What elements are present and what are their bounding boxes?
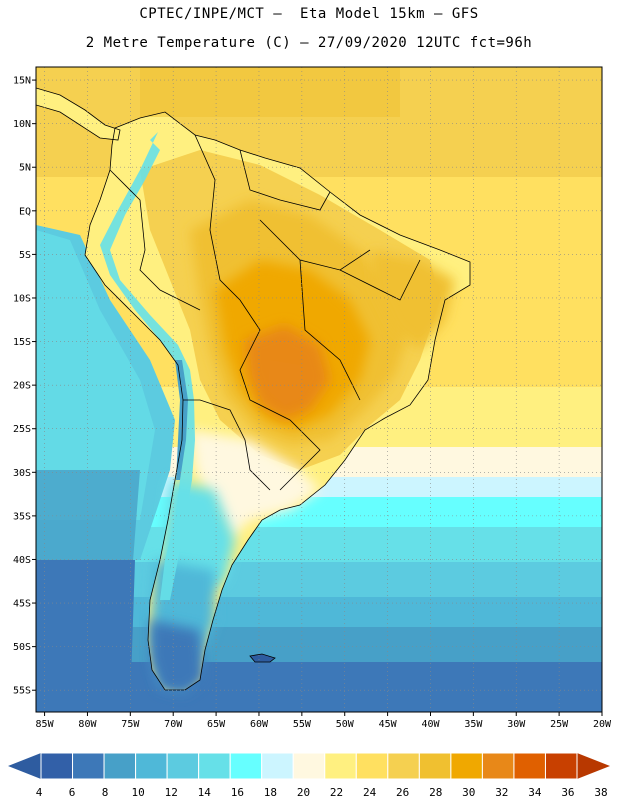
lat-tick-label: 15S xyxy=(13,337,31,348)
lon-tick-label: 35W xyxy=(464,719,483,730)
colorbar-label: 36 xyxy=(561,786,574,799)
lat-tick-label: 35S xyxy=(13,511,31,522)
title-line-1: CPTEC/INPE/MCT – Eta Model 15km – GFS xyxy=(139,6,479,22)
colorbar-box xyxy=(261,752,294,780)
colorbar-label: 8 xyxy=(102,786,109,799)
colorbar-box xyxy=(544,752,578,780)
lon-tick-label: 45W xyxy=(379,719,398,730)
colorbar-label: 32 xyxy=(495,786,508,799)
colorbar-box xyxy=(198,752,231,780)
lat-tick-label: 45S xyxy=(13,599,31,610)
colorbar-label: 6 xyxy=(69,786,76,799)
colorbar-box xyxy=(135,752,168,780)
lon-tick-label: 80W xyxy=(78,719,97,730)
colorbar-label: 4 xyxy=(36,786,43,799)
lon-tick-label: 85W xyxy=(36,719,55,730)
border-argentina-chile xyxy=(183,399,271,491)
lat-tick-label: 20S xyxy=(13,381,31,392)
lat-tick-label: EQ xyxy=(19,206,31,217)
caribbean-warm xyxy=(140,67,400,117)
pacific-southern-cold xyxy=(36,560,135,712)
lat-tick-label: 5S xyxy=(19,250,31,261)
colorbar-box xyxy=(513,752,546,780)
colorbar-box xyxy=(166,752,200,780)
lat-tick-label: 10S xyxy=(13,293,31,304)
longitude-axis: 85W 80W 75W 70W 65W 60W 55W 50W 45W 40W 35W 30W 25W 2… xyxy=(36,712,612,730)
border-brazil-states xyxy=(259,219,421,401)
colorbar: 4 6 8 10 12 14 16 18 20 22 24 26 28 30 32 34 36 38 xyxy=(8,752,610,799)
colorbar-box xyxy=(40,752,74,780)
colorbar-box xyxy=(72,752,105,780)
lat-tick-label: 5N xyxy=(19,163,31,174)
colorbar-box xyxy=(481,752,515,780)
coastline-south-america xyxy=(84,111,471,691)
lon-tick-label: 30W xyxy=(507,719,526,730)
land-falklands xyxy=(250,654,275,662)
pacific-cool-zone xyxy=(36,230,155,520)
title-line-2: 2 Metre Temperature (C) – 27/09/2020 12U… xyxy=(85,35,533,51)
coastline-falklands xyxy=(249,653,276,663)
coastlines-borders xyxy=(36,87,471,691)
colorbar-box xyxy=(418,752,452,780)
lon-tick-label: 25W xyxy=(550,719,569,730)
latitude-axis: 15N 10N 5N EQ 5S 10S 15S 20S 25S 30S 35S 40S 45S 50S 5… xyxy=(13,76,36,697)
colorbar-box xyxy=(103,752,137,780)
colorbar-label: 26 xyxy=(396,786,409,799)
colorbar-box xyxy=(229,752,263,780)
border-andean xyxy=(109,169,201,311)
lon-tick-label: 60W xyxy=(250,719,269,730)
colorbar-label: 28 xyxy=(429,786,442,799)
land-patagonia-6 xyxy=(150,620,205,695)
colorbar-label: 18 xyxy=(264,786,277,799)
colorbar-label: 22 xyxy=(330,786,343,799)
lon-tick-label: 70W xyxy=(164,719,183,730)
colorbar-label: 30 xyxy=(462,786,475,799)
colorbar-label: 16 xyxy=(231,786,244,799)
lat-tick-label: 30S xyxy=(13,468,31,479)
plot-frame xyxy=(35,66,603,713)
lon-tick-label: 55W xyxy=(293,719,312,730)
colorbar-box xyxy=(387,752,420,780)
lon-tick-label: 20W xyxy=(593,719,612,730)
lat-tick-label: 55S xyxy=(13,686,31,697)
colorbar-label: 12 xyxy=(165,786,178,799)
lon-tick-label: 50W xyxy=(336,719,355,730)
colorbar-label: 24 xyxy=(363,786,377,799)
colorbar-box xyxy=(355,752,389,780)
colorbar-label: 20 xyxy=(297,786,310,799)
colorbar-label: 10 xyxy=(132,786,145,799)
land-ne-brazil xyxy=(370,250,455,350)
colorbar-box xyxy=(450,752,483,780)
colorbar-under-arrow xyxy=(8,753,41,779)
colorbar-over-arrow xyxy=(577,753,610,779)
andes-high-core xyxy=(175,360,188,480)
temperature-field xyxy=(36,67,602,712)
lon-tick-label: 40W xyxy=(421,719,440,730)
coastline-central-america xyxy=(36,87,121,141)
lat-tick-label: 40S xyxy=(13,555,31,566)
colorbar-label: 14 xyxy=(198,786,212,799)
border-brazil-north xyxy=(239,149,331,211)
land-central-america xyxy=(36,88,120,140)
lat-tick-label: 50S xyxy=(13,642,31,653)
lon-tick-label: 65W xyxy=(207,719,226,730)
land-warm-32b xyxy=(268,360,305,405)
lat-tick-label: 25S xyxy=(13,424,31,435)
colorbar-box xyxy=(292,752,326,780)
colorbar-label: 38 xyxy=(594,786,607,799)
border-brazil-west xyxy=(194,134,321,491)
lat-tick-label: 15N xyxy=(13,76,31,87)
colorbar-label: 34 xyxy=(528,786,542,799)
lon-tick-label: 75W xyxy=(121,719,140,730)
colorbar-box xyxy=(324,752,357,780)
lat-tick-label: 10N xyxy=(13,119,31,130)
